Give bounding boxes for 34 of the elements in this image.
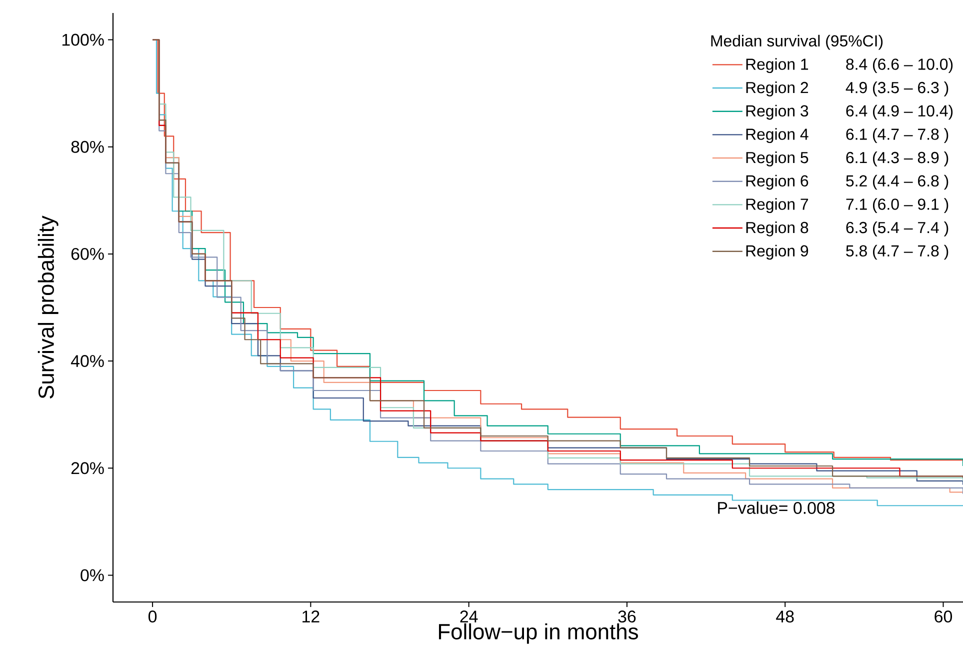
- annotation: P−value= 0.008: [718, 502, 835, 514]
- y-axis-title: Survival probability: [38, 216, 58, 398]
- annotation: 5.2 (4.4 – 6.8 ): [846, 174, 948, 190]
- x-axis-title: Follow−up in months: [438, 623, 638, 644]
- x-tick-label: 12: [302, 610, 320, 622]
- x-tick-label: 24: [460, 610, 478, 622]
- legend-label: Region 7: [746, 198, 808, 214]
- legend-label: Region 2: [746, 82, 808, 96]
- legend-label: Region 9: [746, 244, 808, 260]
- legend-label: Region 1: [746, 58, 808, 74]
- legend-label: Region 6: [746, 174, 808, 190]
- x-tick-label: 60: [934, 610, 952, 623]
- y-tick-label: 40%: [70, 355, 104, 368]
- x-tick-label: 0: [148, 610, 157, 623]
- y-tick-label: 100%: [62, 34, 104, 46]
- annotation: 4.9 (3.5 – 6.3 ): [846, 82, 948, 96]
- x-tick-label: 48: [776, 610, 794, 623]
- y-tick-label: 60%: [71, 248, 104, 260]
- annotation: 6.4 (4.9 – 10.4): [846, 104, 953, 120]
- annotation: 6.3 (5.4 – 7.4 ): [846, 221, 948, 236]
- legend-label: Region 3: [746, 104, 808, 120]
- annotation: 7.1 (6.0 – 9.1 ): [846, 198, 948, 214]
- legend-label: Region 8: [746, 221, 808, 236]
- legend-title: Median survival (95%CI): [711, 34, 883, 50]
- x-tick-label: 36: [618, 610, 636, 623]
- annotation: 8.4 (6.6 – 10.0): [846, 58, 953, 74]
- annotation: 6.1 (4.7 – 7.8 ): [846, 128, 948, 144]
- legend-label: Region 4: [746, 128, 808, 144]
- annotation: 5.8 (4.7 – 7.8 ): [846, 244, 948, 260]
- legend-label: Region 5: [746, 152, 808, 166]
- y-tick-label: 20%: [71, 462, 104, 474]
- y-tick-label: 80%: [71, 140, 104, 153]
- y-tick-label: 0%: [80, 569, 104, 582]
- annotation: 6.1 (4.3 – 8.9 ): [846, 152, 948, 166]
